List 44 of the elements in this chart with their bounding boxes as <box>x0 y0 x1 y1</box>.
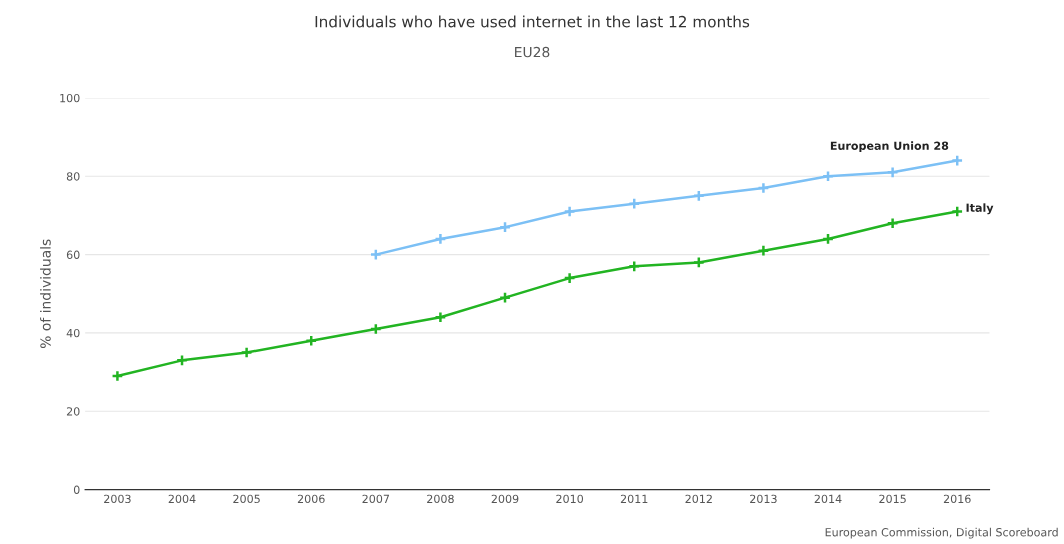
y-tick-label: 80 <box>66 172 80 181</box>
point <box>563 271 576 285</box>
x-tick-label: 2014 <box>814 494 842 504</box>
y-tick-label: 100 <box>60 93 80 103</box>
x-tick-label: 2011 <box>620 494 648 504</box>
text: European Commission, Digital Scoreboard <box>825 527 1058 539</box>
point <box>821 232 835 246</box>
x-tick-label: 2003 <box>104 494 131 504</box>
x-tick-label: 2013 <box>750 494 777 504</box>
point <box>821 170 835 183</box>
x-tick-label: 2012 <box>685 494 712 504</box>
point <box>951 154 964 167</box>
x-tick-label: 2009 <box>491 494 519 504</box>
point <box>628 260 641 273</box>
x-tick-label: 2010 <box>556 494 584 504</box>
point <box>951 205 964 218</box>
y-tick-label: 40 <box>66 328 80 338</box>
point <box>369 322 382 336</box>
y-tick-label: 60 <box>66 250 80 259</box>
y-tick-label: 20 <box>66 407 80 416</box>
chart-title: Individuals who have used internet in the last 12 months <box>315 15 750 28</box>
point <box>498 291 512 304</box>
point <box>434 232 447 246</box>
x-tick-label: 2016 <box>943 494 971 504</box>
point <box>111 369 124 383</box>
x-tick-label: 2004 <box>168 494 196 504</box>
x-tick-label: 2015 <box>879 494 906 504</box>
point <box>757 181 770 195</box>
series-label: European Union 28 <box>830 141 949 153</box>
point <box>175 354 189 367</box>
point <box>563 205 576 218</box>
y-axis-title: % of individuals <box>40 239 51 349</box>
point <box>886 166 899 179</box>
x-tick-label: 2005 <box>233 494 260 504</box>
x-tick-label: 2007 <box>362 494 390 504</box>
series-label: Italy <box>966 203 994 215</box>
point <box>498 221 512 234</box>
point <box>757 244 770 257</box>
chart-subtitle: EU28 <box>515 46 550 58</box>
y-tick-label: 0 <box>73 485 80 494</box>
point <box>628 197 641 210</box>
x-tick-label: 2008 <box>427 494 454 504</box>
point <box>240 346 253 359</box>
x-tick-label: 2006 <box>297 494 325 504</box>
